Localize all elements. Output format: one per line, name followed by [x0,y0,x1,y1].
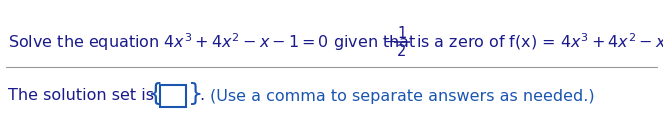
Text: Solve the equation $4x^3 + 4x^2 - x - 1 = 0$ given that: Solve the equation $4x^3 + 4x^2 - x - 1 … [8,31,416,53]
Text: (Use a comma to separate answers as needed.): (Use a comma to separate answers as need… [210,88,595,103]
Text: .: . [199,88,204,103]
Text: 1: 1 [397,27,406,42]
Text: 2: 2 [397,44,406,59]
Text: }: } [188,82,204,106]
Text: {: { [148,82,164,106]
Text: −: − [383,34,396,49]
Text: is a zero of f(x) = $4x^3 + 4x^2 - x - 1$.: is a zero of f(x) = $4x^3 + 4x^2 - x - 1… [416,32,663,52]
FancyBboxPatch shape [160,85,186,107]
Text: The solution set is: The solution set is [8,88,154,103]
